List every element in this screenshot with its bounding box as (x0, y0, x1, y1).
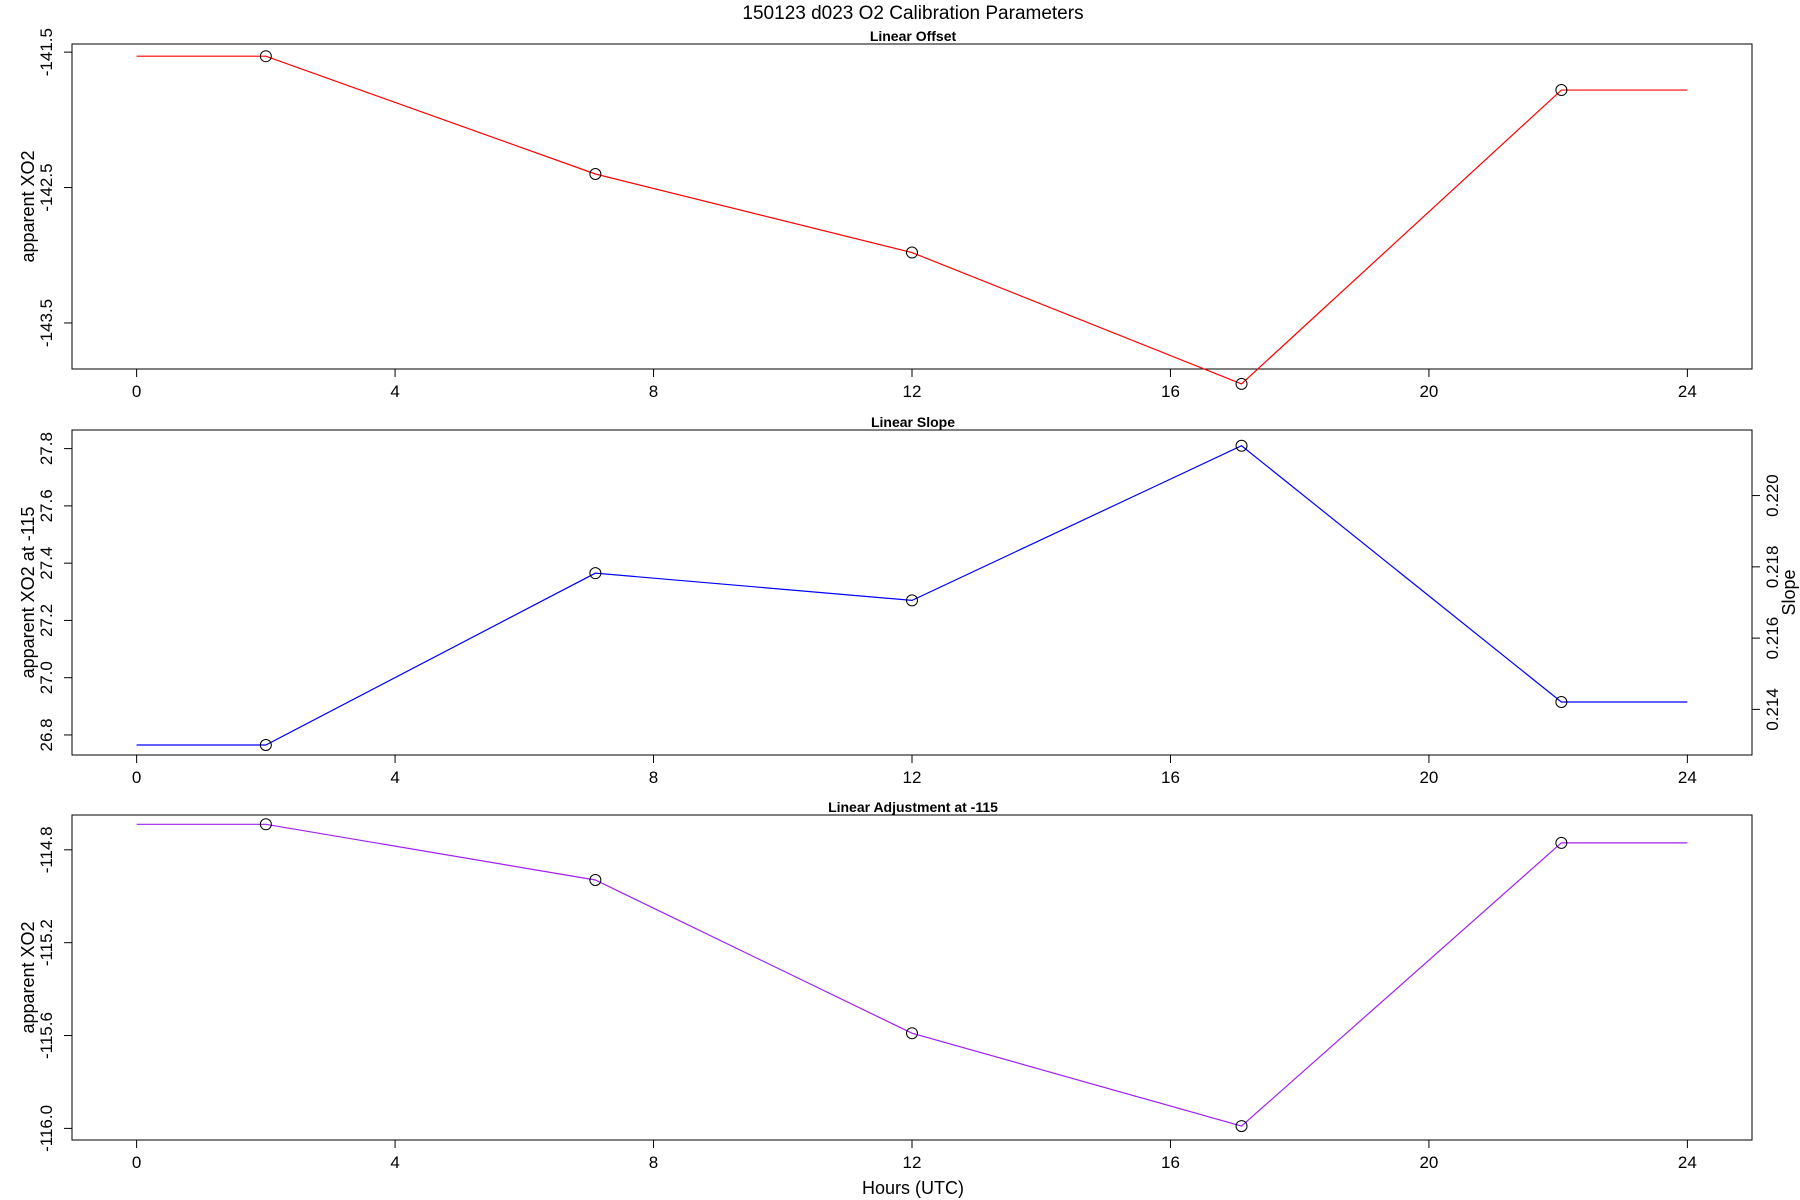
x-tick-label: 12 (903, 1153, 922, 1172)
x-tick-label: 12 (903, 382, 922, 401)
data-point (1555, 84, 1568, 97)
plot-frame (71, 43, 1753, 370)
x-tick-label: 8 (649, 768, 658, 787)
x-tick-label: 24 (1678, 768, 1697, 787)
y-axis: 26.8 27.0 27.2 27.4 27.6 27.8 (37, 432, 73, 752)
y-right-tick-label: 0.216 (1763, 617, 1782, 660)
x-tick-label: 8 (649, 1153, 658, 1172)
series-line (136, 55, 1688, 385)
data-point (259, 738, 272, 751)
x-tick-label: 12 (903, 768, 922, 787)
y-tick-label: 27.2 (37, 604, 56, 637)
x-tick-label: 20 (1419, 768, 1438, 787)
x-tick-label: 20 (1419, 382, 1438, 401)
panels: Linear Offset 0 4 8 12 16 20 24 -141.5 -142.5 -143… (18, 28, 1799, 1172)
x-tick-label: 0 (132, 1153, 141, 1172)
y-tick-label: 27.8 (37, 432, 56, 465)
y-axis: -114.8 -115.2 -115.6 -116.0 (37, 826, 73, 1152)
x-tick-label: 4 (390, 382, 399, 401)
x-tick-label: 4 (390, 1153, 399, 1172)
data-point (1235, 377, 1248, 390)
y-axis-label: apparent XO2 (18, 150, 38, 262)
y-tick-label: 27.0 (37, 661, 56, 694)
y-axis: -141.5 -142.5 -143.5 (37, 28, 73, 347)
y-tick-label: 27.4 (37, 547, 56, 580)
data-point (259, 818, 272, 831)
data-point (906, 594, 918, 607)
figure-xlabel: Hours (UTC) (862, 1178, 964, 1198)
x-tick-label: 24 (1678, 1153, 1697, 1172)
x-tick-label: 16 (1161, 768, 1180, 787)
data-point (1555, 696, 1568, 709)
x-tick-label: 20 (1419, 1153, 1438, 1172)
data-point (906, 1027, 918, 1040)
data-point (589, 874, 602, 886)
data-point (906, 246, 918, 259)
x-tick-label: 4 (390, 768, 399, 787)
y-right-tick-label: 0.220 (1763, 474, 1782, 517)
plot-frame (71, 429, 1753, 756)
data-point (1235, 1120, 1248, 1133)
data-point (1555, 836, 1568, 849)
y-tick-label: -115.2 (37, 919, 56, 966)
x-axis: 0 4 8 12 16 20 24 (132, 1139, 1697, 1172)
series-line (136, 445, 1688, 746)
x-axis: 0 4 8 12 16 20 24 (132, 368, 1697, 401)
x-tick-label: 24 (1678, 382, 1697, 401)
y-right-tick-label: 0.218 (1763, 546, 1782, 589)
panel-1: Linear Offset 0 4 8 12 16 20 24 -141.5 -142.5 -143… (18, 28, 1753, 401)
data-point (1235, 439, 1248, 452)
plot-frame (71, 814, 1753, 1141)
y-tick-label: 26.8 (37, 718, 56, 751)
y-tick-label: -116.0 (37, 1105, 56, 1152)
y-right-tick-label: 0.214 (1763, 688, 1782, 731)
y-tick-label: -141.5 (37, 28, 56, 76)
y-tick-label: -115.6 (37, 1012, 56, 1059)
x-tick-label: 16 (1161, 1153, 1180, 1172)
panel-title: Linear Offset (870, 28, 957, 44)
panel-title: Linear Adjustment at -115 (828, 799, 998, 815)
panel-title: Linear Slope (871, 414, 955, 430)
y-tick-label: 27.6 (37, 489, 56, 522)
data-point (259, 50, 272, 63)
y-tick-label: -143.5 (37, 299, 56, 347)
y-tick-label: -142.5 (37, 163, 56, 211)
y-axis-right: 0.214 0.216 0.218 0.220 (1751, 474, 1782, 731)
y-axis-right-label: Slope (1779, 569, 1799, 615)
y-axis-label: apparent XO2 (18, 921, 38, 1033)
x-tick-label: 0 (132, 768, 141, 787)
panel-3: Linear Adjustment at -115 0 4 8 12 16 20 24 -114… (18, 799, 1753, 1172)
y-axis-label: apparent XO2 at -115 (18, 507, 38, 679)
figure-title: 150123 d023 O2 Calibration Parameters (742, 3, 1083, 24)
data-point (589, 168, 602, 180)
x-tick-label: 0 (132, 382, 141, 401)
x-axis: 0 4 8 12 16 20 24 (132, 754, 1697, 787)
data-point (589, 567, 602, 580)
x-tick-label: 16 (1161, 382, 1180, 401)
series-line (136, 823, 1688, 1127)
x-tick-label: 8 (649, 382, 658, 401)
y-tick-label: -114.8 (37, 826, 56, 873)
